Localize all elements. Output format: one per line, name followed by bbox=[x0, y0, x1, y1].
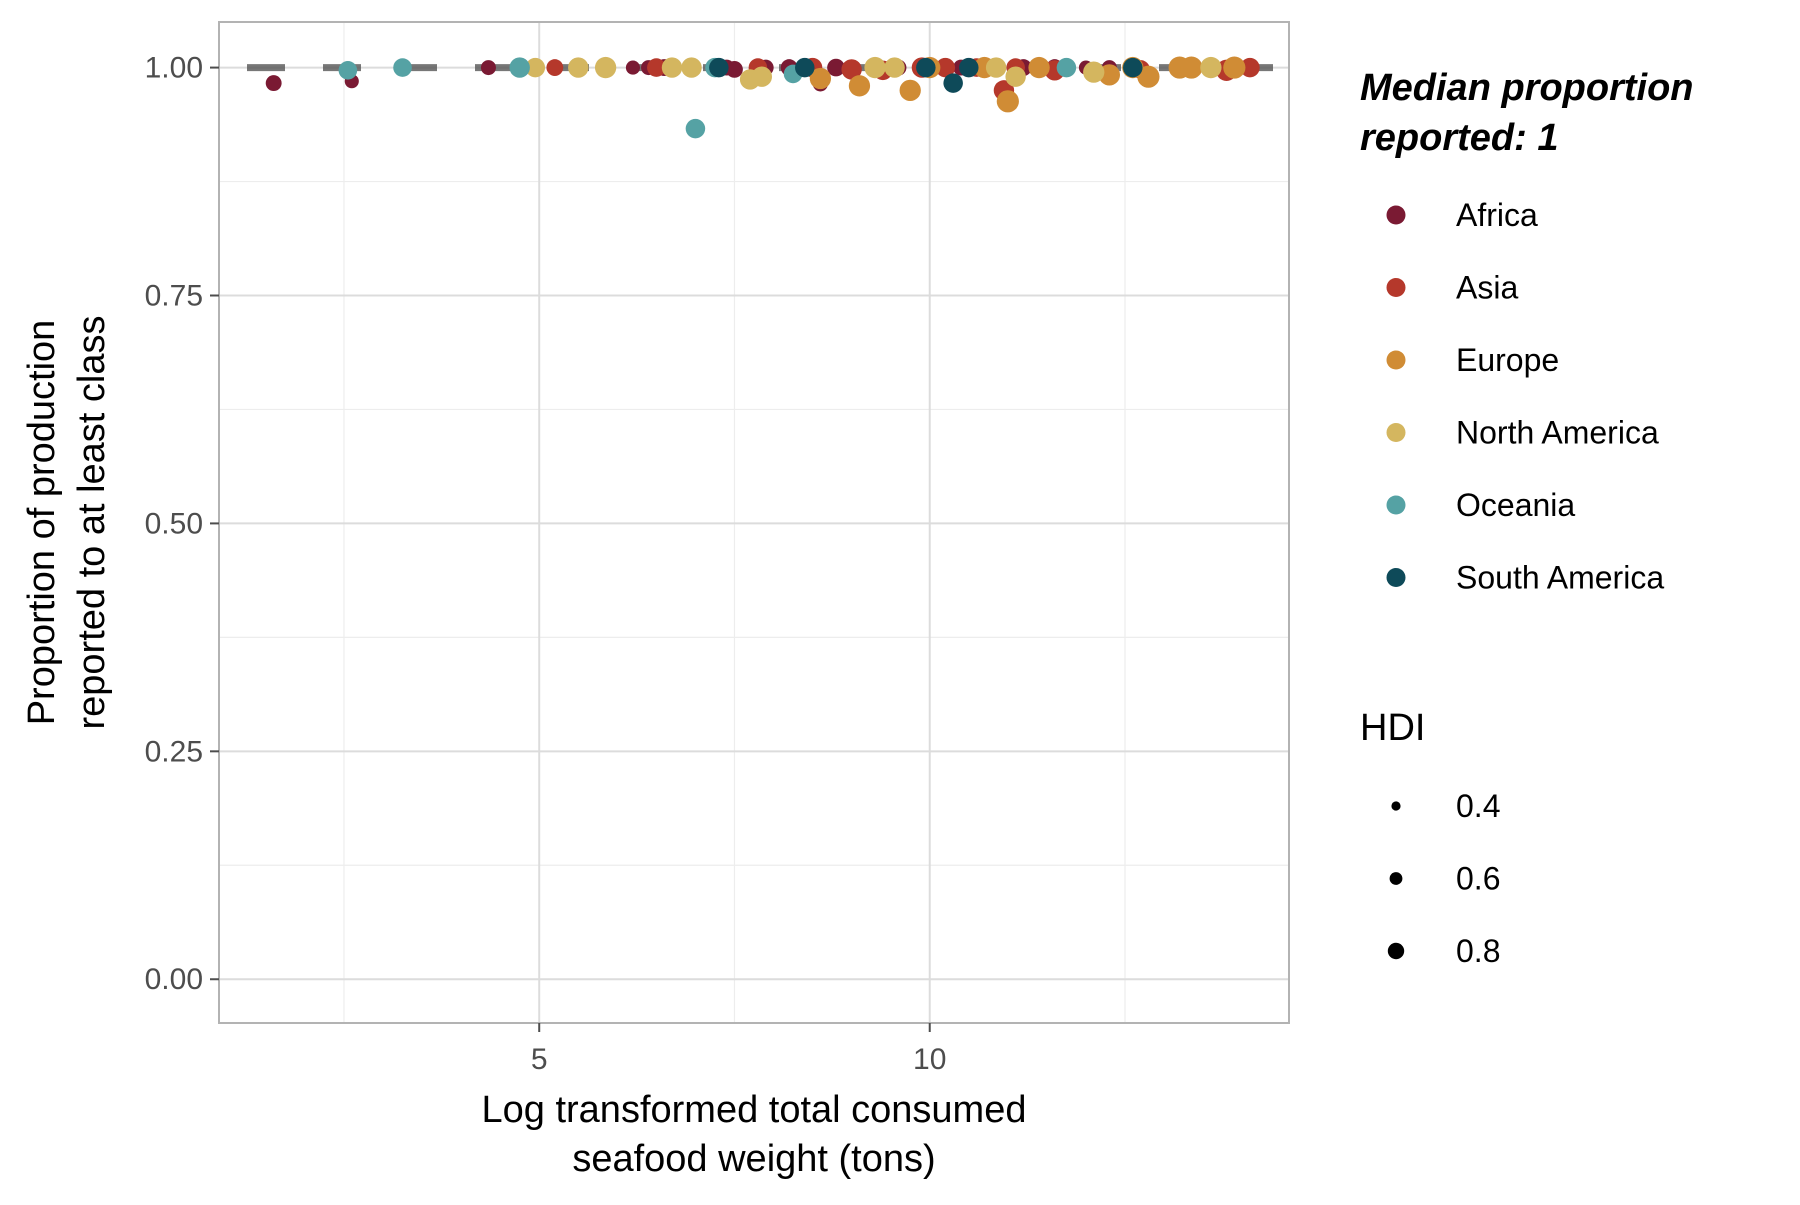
data-point-asia bbox=[935, 57, 956, 78]
data-point-africa bbox=[726, 61, 743, 78]
x-axis-title: Log transformed total consumed bbox=[482, 1089, 1027, 1131]
y-axis-title: reported to at least class bbox=[71, 316, 113, 730]
data-point-north-america bbox=[1005, 66, 1026, 87]
data-point-oceania bbox=[509, 57, 530, 78]
legend-size-swatch bbox=[1387, 942, 1405, 960]
data-point-africa bbox=[265, 75, 282, 92]
data-point-south-america bbox=[795, 57, 815, 78]
data-point-north-america bbox=[525, 57, 546, 78]
y-tick-label: 1.00 bbox=[145, 52, 203, 85]
data-point-europe bbox=[809, 67, 832, 90]
y-axis-title: Proportion of production bbox=[21, 320, 63, 726]
y-tick-label: 0.75 bbox=[145, 279, 203, 312]
legend-size-label: 0.4 bbox=[1456, 788, 1500, 824]
legend-size-label: 0.6 bbox=[1456, 861, 1500, 897]
data-point-north-america bbox=[681, 57, 702, 78]
size-legend-title: HDI bbox=[1360, 707, 1425, 749]
data-point-north-america bbox=[594, 56, 617, 79]
legend-label-region: Europe bbox=[1456, 342, 1559, 378]
data-point-south-america bbox=[943, 73, 963, 93]
y-tick-label: 0.50 bbox=[145, 507, 203, 540]
x-tick-label: 10 bbox=[913, 1043, 946, 1076]
legend-swatch-south-america bbox=[1386, 568, 1406, 587]
data-point-europe bbox=[1180, 56, 1203, 79]
data-point-south-america bbox=[709, 57, 729, 78]
data-point-oceania bbox=[685, 118, 706, 139]
data-point-asia bbox=[546, 59, 564, 76]
data-point-south-america bbox=[916, 57, 936, 78]
data-point-europe bbox=[899, 79, 921, 102]
legend-label-region: Oceania bbox=[1456, 487, 1575, 523]
data-point-europe bbox=[996, 90, 1019, 113]
legend-swatch-north-america bbox=[1386, 423, 1406, 442]
axes-layer: 5 10 0.00 0.25 0.50 0.75 1.00 Log transformed t… bbox=[21, 21, 1290, 1180]
data-point-north-america bbox=[1083, 61, 1105, 83]
data-point-asia bbox=[1240, 57, 1260, 78]
legend: Median proportion reported: 1 Africa Asia Eu… bbox=[1360, 67, 1694, 969]
legend-swatch-oceania bbox=[1386, 495, 1406, 515]
data-point-oceania bbox=[393, 58, 412, 77]
x-tick-label: 5 bbox=[531, 1043, 548, 1076]
data-point-north-america bbox=[661, 57, 683, 78]
data-point-south-america bbox=[1123, 57, 1143, 78]
data-point-north-america bbox=[568, 57, 589, 78]
y-tick-label: 0.00 bbox=[145, 963, 203, 996]
data-point-north-america bbox=[1200, 56, 1222, 79]
legend-label-region: North America bbox=[1456, 415, 1659, 451]
data-point-africa bbox=[827, 58, 845, 77]
data-point-europe bbox=[1223, 56, 1246, 79]
x-axis-title: seafood weight (tons) bbox=[572, 1138, 935, 1180]
legend-size-swatch bbox=[1391, 801, 1401, 811]
data-point-north-america bbox=[985, 57, 1007, 78]
data-point-south-america bbox=[959, 57, 979, 78]
y-tick-label: 0.25 bbox=[145, 735, 203, 768]
legend-swatch-africa bbox=[1386, 205, 1406, 225]
legend-swatch-europe bbox=[1386, 350, 1406, 370]
data-point-africa bbox=[625, 60, 640, 75]
data-point-africa bbox=[480, 60, 496, 76]
legend-label-region: South America bbox=[1456, 560, 1664, 596]
data-point-oceania bbox=[1056, 57, 1077, 78]
data-point-europe bbox=[1137, 65, 1160, 88]
data-point-oceania bbox=[338, 61, 358, 80]
color-legend-title: reported: 1 bbox=[1360, 117, 1558, 159]
data-point-north-america bbox=[864, 56, 886, 79]
data-point-north-america bbox=[884, 57, 905, 78]
legend-label-region: Africa bbox=[1456, 197, 1538, 233]
data-point-asia bbox=[841, 59, 862, 80]
legend-size-label: 0.8 bbox=[1456, 933, 1500, 969]
data-point-europe bbox=[1028, 56, 1050, 79]
data-point-asia bbox=[647, 58, 666, 77]
legend-size-swatch bbox=[1389, 872, 1403, 885]
grid-layer bbox=[219, 22, 1289, 1023]
points-layer bbox=[265, 56, 1260, 139]
legend-swatch-asia bbox=[1386, 278, 1406, 297]
data-point-europe bbox=[848, 75, 871, 97]
color-legend-title: Median proportion bbox=[1360, 67, 1694, 109]
data-point-north-america bbox=[751, 66, 773, 87]
legend-label-region: Asia bbox=[1456, 270, 1518, 306]
